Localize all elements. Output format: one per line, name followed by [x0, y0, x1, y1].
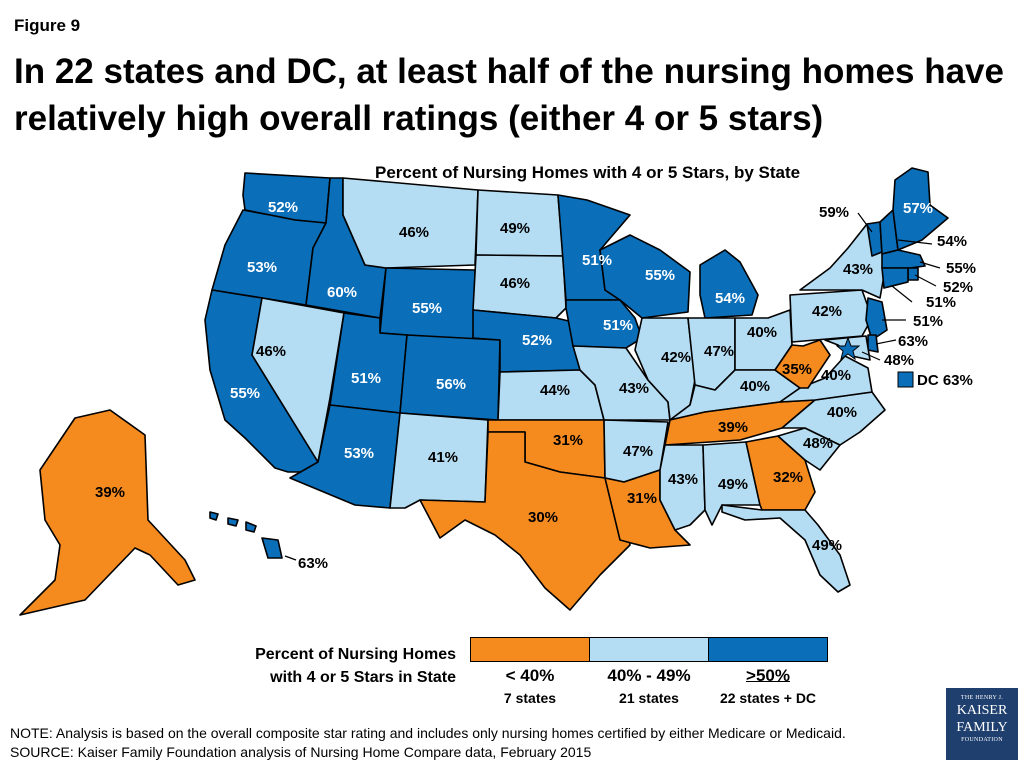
value-label-TN: 39% [718, 419, 748, 436]
value-label-MA: 55% [946, 260, 976, 277]
dc-label: DC 63% [917, 372, 973, 389]
logo-line2: KAISER [956, 703, 1008, 718]
legend-range-mid: 40% - 49% [607, 666, 691, 685]
legend-range-high: >50% [746, 666, 790, 685]
legend-range-low: < 40% [505, 666, 555, 685]
leader-lines [284, 212, 941, 561]
value-label-IA: 51% [603, 317, 633, 334]
value-label-ID: 60% [327, 284, 357, 301]
value-label-NH: 54% [937, 233, 967, 250]
legend-count-high: 22 states + DC [719, 690, 817, 706]
state-NC [781, 391, 886, 446]
value-label-OR: 53% [247, 259, 277, 276]
kff-logo: THE HENRY J. KAISER FAMILY FOUNDATION [946, 688, 1018, 760]
value-label-MI: 54% [715, 290, 745, 307]
value-label-IL: 42% [661, 349, 691, 366]
legend-title-line2: with 4 or 5 Stars in State [270, 669, 456, 686]
footnote: NOTE: Analysis is based on the overall c… [10, 724, 950, 762]
value-label-ND: 49% [500, 220, 530, 237]
value-label-WI: 55% [645, 267, 675, 284]
state-FL [721, 504, 851, 593]
value-label-NE: 52% [522, 332, 552, 349]
value-label-AZ: 53% [344, 445, 374, 462]
logo-line3: FAMILY [956, 720, 1008, 735]
value-label-VT: 59% [819, 204, 849, 221]
map-title: Percent of Nursing Homes with 4 or 5 Sta… [375, 163, 801, 182]
value-label-LA: 31% [627, 490, 657, 507]
value-label-WY: 55% [412, 300, 442, 317]
state-CT [881, 267, 909, 289]
value-label-IN: 47% [704, 343, 734, 360]
value-label-HI: 63% [298, 555, 328, 572]
value-label-WA: 52% [268, 199, 298, 216]
value-label-MO: 43% [619, 380, 649, 397]
value-label-MT: 46% [399, 224, 429, 241]
value-label-MD: 48% [884, 352, 914, 369]
legend-title-line1: Percent of Nursing Homes [255, 646, 456, 663]
value-label-OK: 31% [553, 432, 583, 449]
us-choropleth-map: DC 63% 52% 53% 55% 60% 46% 46% 55% 51% 53% 56% 41%… [19, 167, 976, 616]
value-label-MS: 43% [668, 471, 698, 488]
state-MA [881, 249, 926, 269]
value-label-OH: 40% [747, 324, 777, 341]
state-value-labels: 52% 53% 55% 60% 46% 46% 55% 51% 53% 56% 41% 49% 46% 5… [95, 199, 976, 572]
value-label-SC: 48% [803, 435, 833, 452]
value-label-KY: 40% [740, 378, 770, 395]
value-label-UT: 51% [351, 370, 381, 387]
legend-swatch-mid [589, 637, 709, 662]
state-ME [892, 167, 949, 251]
value-label-AK: 39% [95, 484, 125, 501]
value-label-RI: 52% [943, 279, 973, 296]
state-RI [907, 267, 919, 281]
logo-line1: THE HENRY J. [960, 695, 1004, 701]
state-MI [699, 249, 759, 319]
value-label-MN: 51% [582, 252, 612, 269]
figure-label: Figure 9 [14, 16, 81, 35]
legend-swatch-high [708, 637, 828, 662]
value-label-KS: 44% [540, 382, 570, 399]
state-AK [19, 409, 196, 616]
value-label-GA: 32% [773, 469, 803, 486]
value-label-NJ: 51% [913, 313, 943, 330]
legend-title: Percent of Nursing Homes with 4 or 5 Sta… [220, 643, 456, 689]
value-label-NC: 40% [827, 404, 857, 421]
value-label-DE: 63% [898, 333, 928, 350]
logo-line4: FOUNDATION [961, 737, 1003, 743]
dc-swatch [897, 371, 914, 388]
value-label-WV: 35% [782, 361, 812, 378]
legend-swatch-low [470, 637, 590, 662]
state-WV [774, 339, 831, 389]
value-label-FL: 49% [812, 537, 842, 554]
note-text: NOTE: Analysis is based on the overall c… [10, 725, 846, 741]
headline: In 22 states and DC, at least half of th… [14, 52, 1004, 138]
value-label-CA: 55% [230, 385, 260, 402]
value-label-SD: 46% [500, 275, 530, 292]
value-label-NM: 41% [428, 449, 458, 466]
state-SC [777, 427, 841, 471]
value-label-CO: 56% [436, 376, 466, 393]
legend-count-mid: 21 states [619, 690, 679, 706]
state-MT [342, 177, 479, 269]
value-label-TX: 30% [528, 509, 558, 526]
value-label-AR: 47% [623, 443, 653, 460]
value-label-VA: 40% [821, 367, 851, 384]
state-SD [472, 254, 567, 319]
value-label-NV: 46% [256, 343, 286, 360]
legend-count-low: 7 states [503, 690, 557, 706]
value-label-ME: 57% [903, 200, 933, 217]
source-text: SOURCE: Kaiser Family Foundation analysi… [10, 744, 592, 760]
state-TX [419, 431, 631, 611]
value-label-AL: 49% [718, 476, 748, 493]
state-WI [599, 234, 691, 319]
dc-star-icon [835, 336, 861, 361]
state-PA [789, 289, 873, 343]
state-NJ [865, 297, 888, 341]
value-label-NY: 43% [843, 261, 873, 278]
value-label-PA: 42% [812, 303, 842, 320]
value-label-CT: 51% [926, 294, 956, 311]
state-HI [209, 511, 283, 559]
